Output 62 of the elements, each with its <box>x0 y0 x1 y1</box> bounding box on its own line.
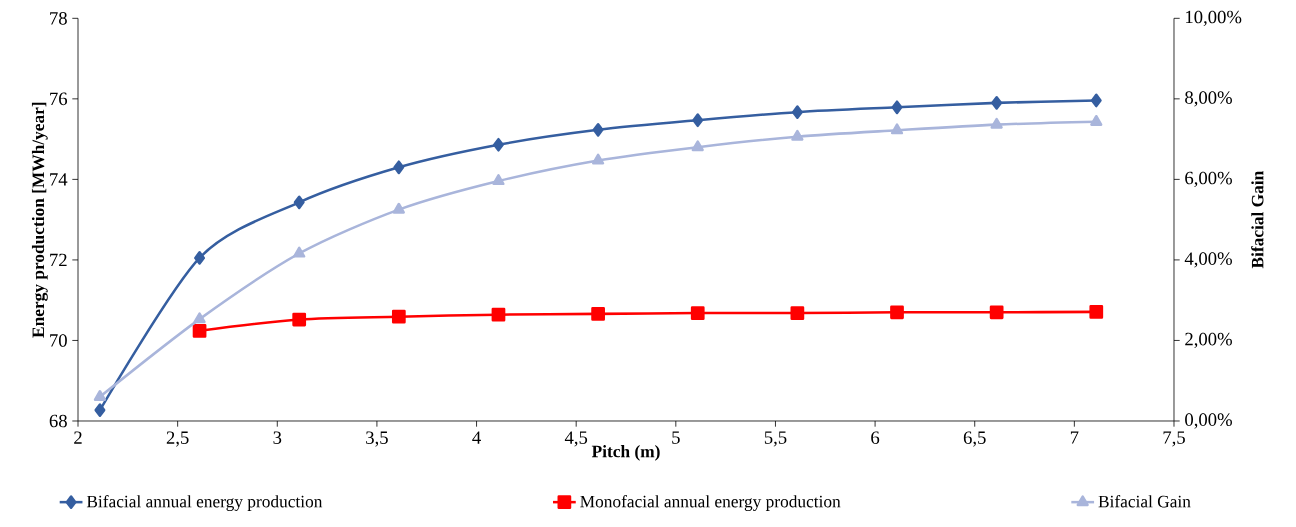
point <box>491 307 506 322</box>
x-tick-label: 7,5 <box>1163 431 1185 447</box>
point <box>790 306 805 320</box>
point <box>791 105 803 120</box>
y2-tick-label: 8,00% <box>1185 91 1232 107</box>
point <box>1090 93 1102 108</box>
x-tick-label: 6,5 <box>963 431 986 447</box>
y2-tick-label: 10,00% <box>1186 10 1242 26</box>
point <box>194 251 206 265</box>
y2-tick-label: 2,00% <box>1185 332 1232 349</box>
y-tick-label: 72 <box>50 253 67 267</box>
point <box>989 305 1004 320</box>
point <box>492 174 505 186</box>
legend-label: Bifacial annual energy production <box>86 495 323 511</box>
point <box>591 153 605 165</box>
x-tick-label: 3 <box>273 431 282 444</box>
x-tick-label: 4 <box>472 431 481 444</box>
point <box>193 312 206 324</box>
point <box>93 389 107 401</box>
point <box>293 246 306 258</box>
point <box>591 307 605 321</box>
legend-label: Bifacial Gain <box>1098 495 1191 508</box>
x-tick-label: 2,5 <box>166 431 189 447</box>
point <box>391 309 406 324</box>
point <box>392 202 405 214</box>
point <box>293 195 305 210</box>
y2-axis-title: Bifacial Gain <box>1251 171 1264 269</box>
point <box>890 123 904 135</box>
y-axis-title: Energy production [MWh/year] <box>31 102 48 338</box>
y-tick-label: 70 <box>50 334 67 347</box>
y2-tick-label: 0,00% <box>1185 413 1232 429</box>
point <box>692 113 704 128</box>
point <box>493 137 504 152</box>
y-tick-label: 78 <box>50 12 67 25</box>
point <box>1089 304 1104 319</box>
y-tick-label: 74 <box>50 173 68 186</box>
x-tick-label: 6 <box>871 431 880 444</box>
y-tick-label: 76 <box>50 92 68 106</box>
point <box>690 306 705 320</box>
y-tick-label: 68 <box>49 414 67 428</box>
point <box>890 305 904 320</box>
x-tick-label: 4,5 <box>564 431 588 447</box>
point <box>393 160 405 175</box>
point <box>192 323 207 338</box>
point <box>592 122 604 137</box>
x-axis-title: Pitch (m) <box>591 445 660 461</box>
x-tick-label: 5,5 <box>764 431 787 447</box>
point <box>1090 114 1103 126</box>
point <box>891 100 903 115</box>
point <box>991 96 1003 110</box>
point <box>292 312 307 327</box>
point <box>990 117 1003 129</box>
point <box>791 129 804 141</box>
legend-label: Monofacial annual energy production <box>580 495 841 511</box>
point <box>94 403 106 417</box>
x-tick-label: 5 <box>672 431 680 444</box>
point <box>691 140 704 152</box>
x-tick-label: 3,5 <box>366 431 388 447</box>
y2-tick-label: 6,00% <box>1185 171 1232 188</box>
x-tick-label: 7 <box>1070 431 1079 444</box>
y2-tick-label: 4,00% <box>1184 252 1232 268</box>
x-tick-label: 2 <box>74 431 82 444</box>
